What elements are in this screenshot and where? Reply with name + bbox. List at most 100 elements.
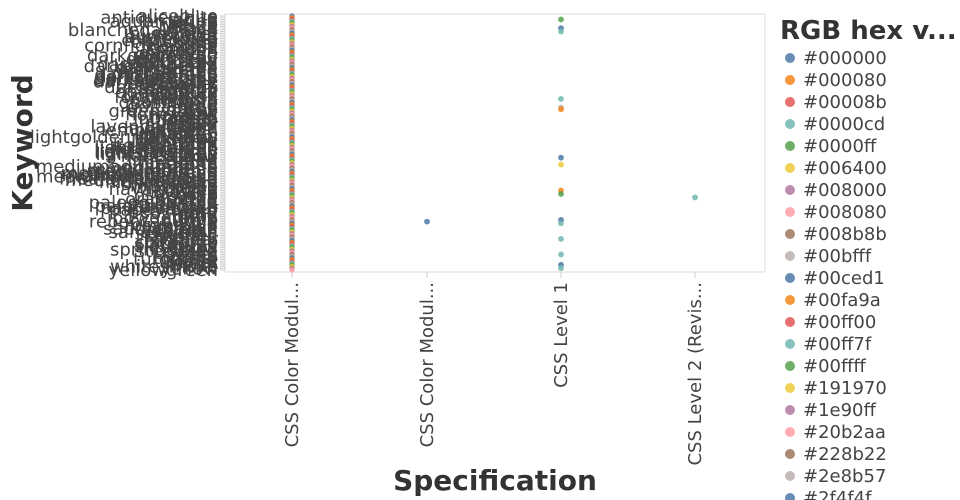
legend-label: #008000 (803, 180, 887, 201)
data-point (289, 267, 295, 273)
y-tick-label: linen (174, 151, 218, 172)
y-tick-label: orchid (162, 191, 218, 212)
y-tick-label: crimson (146, 39, 218, 60)
y-tick-label: goldenrod (127, 96, 218, 117)
y-tick-label: papayawhip (109, 200, 218, 221)
y-tick-label: honeydew (125, 104, 218, 125)
y-tick-label: coral (174, 34, 218, 55)
y-tick-label: mediumblue (105, 158, 218, 179)
y-tick-label: yellow (161, 258, 218, 279)
y-tick-label: aliceblue (137, 6, 218, 27)
y-tick-label: darkgray (137, 47, 218, 68)
y-tick-label: lightgray (138, 129, 219, 150)
legend-swatch (785, 75, 795, 85)
legend-label: #00fa9a (803, 290, 881, 311)
legend-swatch (785, 493, 795, 500)
y-tick-label: lightgreen (126, 130, 218, 151)
y-tick-label: greenyellow (109, 101, 218, 122)
legend-label: #20b2aa (803, 422, 886, 443)
y-tick-label: mediumaquamarine (36, 156, 218, 177)
y-tick-label: slategray (134, 234, 218, 255)
y-tick-label: gray (177, 98, 218, 119)
data-point (558, 106, 564, 113)
y-tick-label: mediumpurple (86, 162, 218, 183)
y-tick-label: turquoise (133, 250, 218, 271)
y-tick-label: olivedrab (134, 186, 218, 207)
legend-swatch (785, 141, 795, 151)
y-tick-label: silver (169, 229, 218, 250)
data-point (692, 194, 698, 201)
legend-label: #2f4f4f (803, 488, 872, 500)
legend-label: #00008b (803, 92, 887, 113)
y-tick-label: lightgrey (138, 132, 218, 153)
y-tick-label: darksalmon (112, 63, 218, 84)
legend-swatch (785, 119, 795, 129)
y-tick-label: teal (184, 244, 218, 265)
y-tick-label: darkslateblue (95, 66, 218, 87)
y-tick-label: tomato (153, 248, 218, 269)
legend-swatch (785, 185, 795, 195)
y-tick-label: firebrick (144, 84, 218, 105)
y-tick-label: darkcyan (135, 44, 218, 65)
y-axis-labels: aliceblueantiquewhiteaquaaquamarineazure… (30, 6, 219, 281)
y-tick-label: lightpink (140, 134, 219, 155)
y-tick-label: deepskyblue (104, 77, 218, 98)
y-tick-label: darkviolet (128, 73, 218, 94)
y-tick-label: lightslategray (94, 141, 218, 162)
y-tick-label: cadetblue (129, 28, 218, 49)
y-tick-label: sienna (159, 227, 218, 248)
x-tick-label: CSS Level 2 (Revis... (685, 282, 706, 466)
data-point (424, 218, 430, 225)
x-tick-label: CSS Color Modul... (417, 282, 438, 447)
y-tick-label: hotpink (150, 106, 218, 127)
y-tick-label: darkslategrey (94, 70, 218, 91)
data-point (558, 220, 564, 227)
y-tick-label: blanchedalmond (68, 20, 218, 41)
y-tick-label: salmon (153, 220, 218, 241)
data-point (558, 191, 564, 197)
y-tick-label: royalblue (134, 217, 218, 238)
y-tick-label: grey (178, 103, 219, 124)
legend-swatch (785, 207, 795, 217)
legend-label: #0000ff (803, 136, 877, 157)
y-tick-label: slateblue (136, 232, 218, 253)
y-tick-label: gainsboro (129, 91, 218, 112)
y-tick-label: seashell (145, 225, 218, 246)
legend-swatch (785, 163, 795, 173)
y-tick-label: mediumorchid (88, 160, 218, 181)
y-tick-label: darkgrey (138, 51, 219, 72)
legend-label: #00ff7f (803, 334, 872, 355)
y-tick-label: gold (179, 94, 218, 115)
y-tick-label: darkseagreen (94, 65, 218, 86)
y-tick-label: lemonchiffon (101, 120, 218, 141)
y-tick-label: mistyrose (130, 175, 218, 196)
y-tick-label: whitesmoke (110, 257, 218, 278)
y-tick-label: midnightblue (99, 172, 218, 193)
y-tick-label: mediumturquoise (59, 168, 218, 189)
y-tick-label: red (188, 213, 218, 234)
y-tick-label: blueviolet (129, 23, 218, 44)
legend-swatch (785, 229, 795, 239)
y-tick-label: beige (168, 15, 218, 36)
y-tick-label: dimgray (144, 79, 219, 100)
y-tick-label: palegreen (127, 194, 218, 215)
legend-label: #006400 (803, 158, 887, 179)
data-point (558, 16, 564, 23)
x-axis-labels: CSS Color Modul... CSS Color Modul... CSS … (282, 282, 706, 466)
y-tick-label: mediumvioletred (65, 170, 218, 191)
plot-frame (224, 13, 766, 273)
data-point (558, 235, 564, 242)
legend-label: #00ff00 (803, 312, 876, 333)
y-tick-label: pink (180, 205, 219, 226)
y-tick-label: yellowgreen (109, 260, 218, 281)
legend-swatch (785, 449, 795, 459)
x-axis-title: Specification (393, 464, 597, 497)
y-tick-label: black (170, 18, 218, 39)
legend-swatch (785, 339, 795, 349)
y-tick-label: lightgoldenrodyellow (30, 127, 218, 148)
legend-label: #191970 (803, 378, 887, 399)
y-tick-label: darkmagenta (97, 54, 218, 75)
legend-label: #0000cd (803, 114, 885, 135)
legend-swatch (785, 405, 795, 415)
y-tick-label: floralwhite (123, 85, 218, 106)
